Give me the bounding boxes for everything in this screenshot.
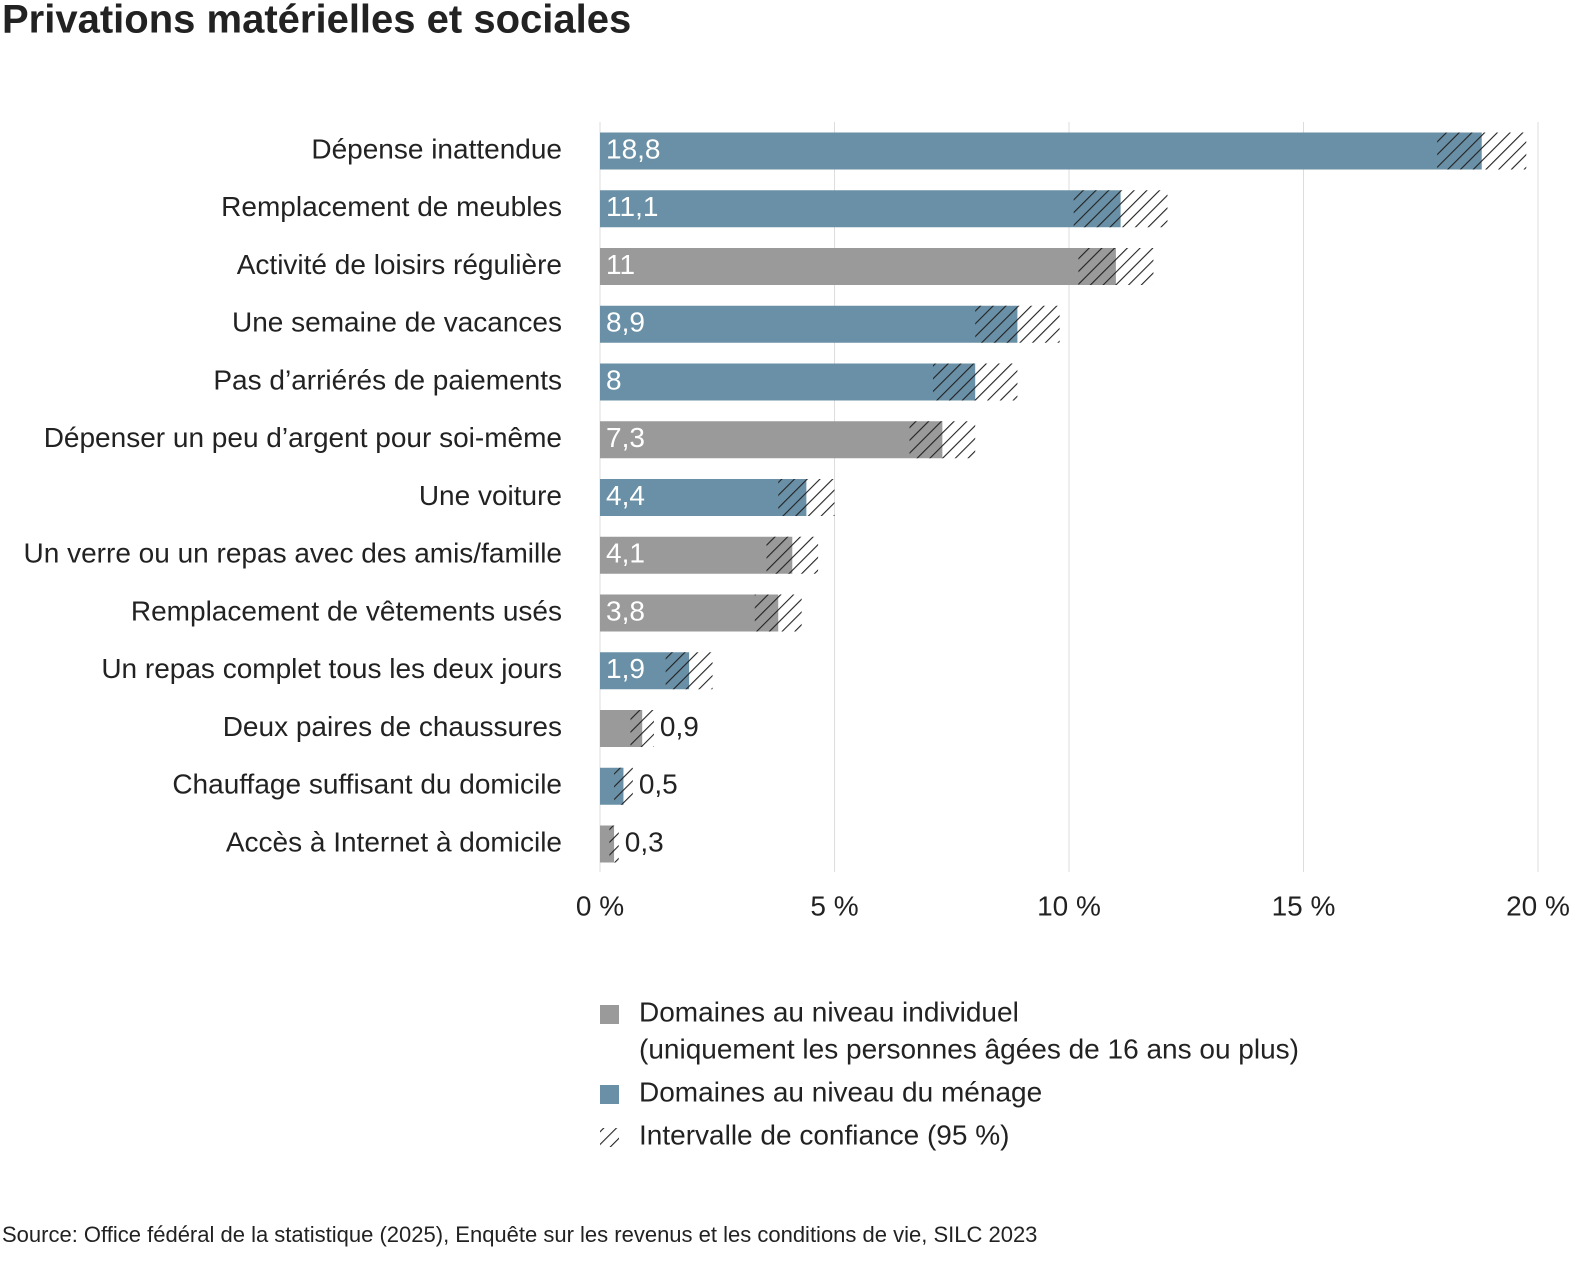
legend-label: Intervalle de confiance (95 %) xyxy=(639,1119,1009,1150)
bar xyxy=(600,363,976,401)
bar xyxy=(600,594,779,632)
category-label: Un verre ou un repas avec des amis/famil… xyxy=(24,538,562,569)
error-interval xyxy=(1078,248,1154,285)
value-label: 3,8 xyxy=(606,595,645,626)
category-label: Accès à Internet à domicile xyxy=(226,826,562,857)
category-label: Deux paires de chaussures xyxy=(223,711,562,742)
chart-title: Privations matérielles et sociales xyxy=(2,0,631,42)
error-interval xyxy=(766,536,819,574)
category-label: Dépenser un peu d’argent pour soi-même xyxy=(44,422,562,453)
legend-swatch xyxy=(600,1005,619,1024)
category-label: Chauffage suffisant du domicile xyxy=(172,769,562,800)
value-label: 11,1 xyxy=(606,191,658,222)
source: Source: Office fédéral de la statistique… xyxy=(2,1222,1037,1247)
legend-label: Domaines au niveau du ménage xyxy=(639,1076,1042,1107)
x-tick-label: 20 % xyxy=(1506,890,1570,921)
error-interval xyxy=(609,825,619,863)
value-label: 1,9 xyxy=(606,653,645,684)
legend-label: Domaines au niveau individuel xyxy=(639,996,1019,1027)
bar xyxy=(600,305,1018,343)
category-label: Une voiture xyxy=(419,480,562,511)
category-label: Remplacement de meubles xyxy=(221,191,562,222)
category-label: Activité de loisirs régulière xyxy=(237,249,562,280)
value-label: 0,3 xyxy=(625,826,664,857)
error-interval xyxy=(630,710,654,747)
error-interval xyxy=(778,479,835,516)
bar xyxy=(600,190,1121,228)
bar xyxy=(600,248,1116,285)
category-label: Pas d’arriérés de paiements xyxy=(213,364,562,395)
category-label: Remplacement de vêtements usés xyxy=(131,595,562,626)
x-tick-label: 5 % xyxy=(810,890,858,921)
error-interval xyxy=(909,421,976,459)
value-label: 0,5 xyxy=(639,769,678,800)
error-interval xyxy=(975,305,1060,343)
category-label: Dépense inattendue xyxy=(311,133,562,164)
value-label: 8 xyxy=(606,364,622,395)
bar xyxy=(600,536,793,574)
x-tick-label: 10 % xyxy=(1037,890,1101,921)
bar xyxy=(600,132,1482,170)
category-label: Une semaine de vacances xyxy=(232,307,562,338)
legend-swatch xyxy=(600,1085,619,1104)
error-interval xyxy=(754,594,802,632)
error-interval xyxy=(932,363,1018,401)
x-tick-label: 15 % xyxy=(1272,890,1336,921)
error-interval xyxy=(1073,190,1168,228)
bar xyxy=(600,479,807,516)
legend-label: (uniquement les personnes âgées de 16 an… xyxy=(639,1033,1299,1064)
value-label: 4,1 xyxy=(606,538,645,569)
value-label: 8,9 xyxy=(606,307,645,338)
error-interval xyxy=(665,652,713,690)
value-label: 7,3 xyxy=(606,422,645,453)
value-label: 11 xyxy=(606,249,635,280)
legend-swatch xyxy=(600,1128,619,1147)
value-label: 18,8 xyxy=(606,133,661,164)
category-label: Un repas complet tous les deux jours xyxy=(101,653,562,684)
error-interval xyxy=(1437,132,1527,170)
error-interval xyxy=(614,767,633,805)
value-label: 0,9 xyxy=(660,711,699,742)
bar xyxy=(600,421,943,459)
value-label: 4,4 xyxy=(606,480,645,511)
x-tick-label: 0 % xyxy=(576,890,624,921)
